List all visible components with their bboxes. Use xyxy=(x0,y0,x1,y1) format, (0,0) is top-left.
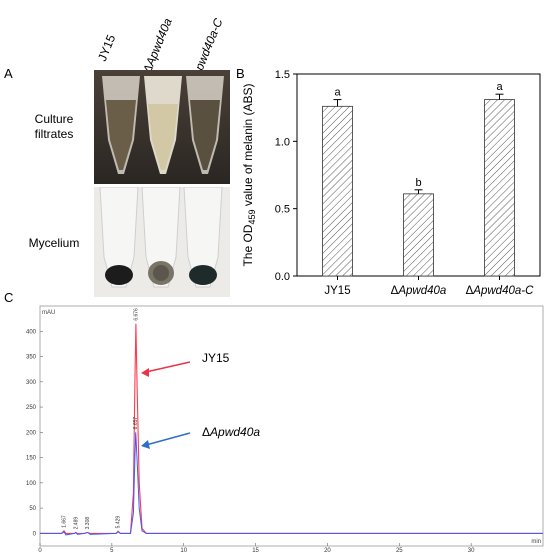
strain-label-jy15: JY15 xyxy=(95,32,119,64)
strain-label-mutant: ΔApwd40a xyxy=(140,16,175,75)
bar xyxy=(403,193,434,277)
x-tick-label: ΔApwd40a xyxy=(391,285,447,297)
hplc-y-tick-label: 100 xyxy=(26,481,37,487)
hplc-y-tick-label: 0 xyxy=(33,531,37,537)
peak-retention-label: 6.657 xyxy=(133,417,139,430)
hplc-y-tick-label: 350 xyxy=(26,355,37,361)
panel-b-letter: B xyxy=(236,66,245,81)
hplc-y-unit: mAU xyxy=(42,310,55,316)
series-mutant-line xyxy=(40,432,543,536)
significance-letter: a xyxy=(496,81,503,93)
x-tick-label: ΔApwd40a-C xyxy=(466,285,534,297)
panel-a-letter: A xyxy=(4,66,13,81)
culture-filtrates-photo xyxy=(94,70,230,184)
hplc-y-tick-label: 300 xyxy=(26,380,37,386)
peak-retention-label: 3.308 xyxy=(85,517,91,530)
hplc-x-tick-label: 25 xyxy=(396,548,403,553)
annotation-mutant: ΔApwd40a xyxy=(202,425,260,439)
peak-retention-label: 6.676 xyxy=(133,308,139,321)
mycelium-photo xyxy=(94,187,230,297)
hplc-plot-frame xyxy=(39,305,544,547)
melanin-bar-chart: 0.0 0.5 1.0 1.5 a JY15 b ΔApwd40a a ΔApwd40a-C The… xyxy=(241,69,541,297)
arrow-jy15-head xyxy=(141,368,149,377)
hplc-y-tick-label: 250 xyxy=(26,405,37,411)
significance-letter: b xyxy=(415,177,421,189)
hplc-x-tick-label: 30 xyxy=(468,548,475,553)
hplc-y-tick-label: 150 xyxy=(26,456,37,462)
hplc-x-tick-label: 0 xyxy=(38,548,42,553)
panel-c-letter: C xyxy=(4,290,14,305)
significance-letter: a xyxy=(334,87,341,99)
row-label-culture: Culture xyxy=(34,112,74,126)
hplc-chromatogram: mAU min 0 50 100 150 200 250 300 350 400 0 5 10 15 20 25… xyxy=(26,305,544,553)
peak-retention-label: 5.429 xyxy=(116,516,122,529)
y-tick-label: 0.5 xyxy=(275,204,290,216)
arrow-mutant xyxy=(145,432,191,446)
peak-retention-label: 1.667 xyxy=(61,515,67,528)
row-label-filtrates: filtrates xyxy=(34,127,74,141)
row-label-mycelium: Mycelium xyxy=(28,236,80,250)
row-label-culture-filtrates: Culture filtrates xyxy=(20,112,88,142)
hplc-y-tick-label: 200 xyxy=(26,430,37,436)
hplc-x-tick-label: 10 xyxy=(180,548,187,553)
y-axis-label: The OD459 value of melanin (ABS) xyxy=(241,83,257,266)
bar xyxy=(484,99,515,277)
annotation-jy15: JY15 xyxy=(202,351,230,365)
y-tick-label: 0.0 xyxy=(275,271,290,283)
hplc-x-tick-label: 5 xyxy=(110,548,114,553)
peak-retention-label: 2.489 xyxy=(73,517,79,530)
hplc-y-tick-label: 400 xyxy=(26,329,37,335)
arrow-mutant-head xyxy=(141,440,150,449)
hplc-y-tick-label: 50 xyxy=(29,506,36,512)
hplc-x-tick-label: 20 xyxy=(324,548,331,553)
series-jy15-line xyxy=(40,323,543,534)
y-tick-label: 1.0 xyxy=(275,136,290,148)
hplc-x-tick-label: 15 xyxy=(252,548,259,553)
y-tick-label: 1.5 xyxy=(275,69,290,81)
x-tick-label: JY15 xyxy=(324,285,350,297)
hplc-x-unit: min xyxy=(531,539,541,545)
arrow-jy15 xyxy=(145,361,191,373)
strain-label-mutant-text: ΔApwd40a xyxy=(140,16,175,76)
bar xyxy=(322,105,353,277)
